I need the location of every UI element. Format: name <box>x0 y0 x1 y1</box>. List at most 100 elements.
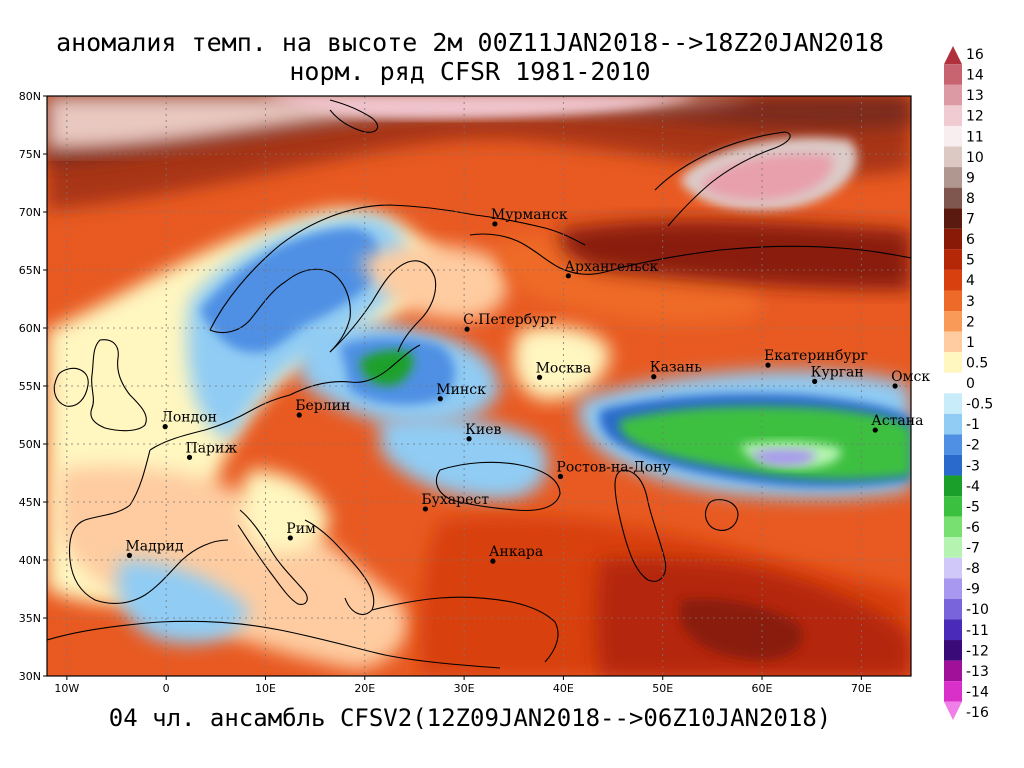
lat-label: 35N <box>19 612 41 625</box>
colorbar-label: -9 <box>966 582 980 598</box>
colorbar-label: 5 <box>966 253 975 269</box>
city-label: Ростов-на-Дону <box>556 459 671 475</box>
city-dot <box>296 412 302 418</box>
colorbar-label: 12 <box>966 109 984 125</box>
city-dot <box>126 552 133 558</box>
city-dot <box>422 506 428 512</box>
city-label: Омск <box>891 369 930 385</box>
colorbar-cell <box>944 125 962 147</box>
map-title: аномалия темп. на высоте 2м 00Z11JAN2018… <box>56 28 884 57</box>
city-dot <box>651 374 657 380</box>
colorbar-label: 2 <box>966 314 975 330</box>
lon-label: 40E <box>553 682 574 695</box>
lon-label: 10W <box>54 682 79 695</box>
colorbar-label: -11 <box>966 623 989 639</box>
lon-label: 70E <box>851 682 872 695</box>
colorbar-label: -7 <box>966 541 980 557</box>
colorbar-cell <box>944 208 962 229</box>
colorbar-label: -6 <box>966 520 980 536</box>
colorbar-label: 14 <box>966 68 984 84</box>
city-dot <box>287 535 293 541</box>
city-dot <box>437 396 443 402</box>
colorbar-label: 13 <box>966 88 984 104</box>
city-label: Бухарест <box>421 492 489 508</box>
colorbar-label: -4 <box>966 479 980 495</box>
colorbar-cell <box>944 167 962 188</box>
city-label: Анкара <box>489 544 543 560</box>
coastlines <box>47 99 911 669</box>
colorbar-label: 4 <box>966 273 975 289</box>
city-dot <box>186 454 193 460</box>
colorbar-label: 7 <box>966 212 975 228</box>
city-label: Лондон <box>161 410 217 426</box>
city-dot <box>892 383 898 389</box>
colorbar-cell <box>944 578 962 599</box>
lon-label: 30E <box>454 682 475 695</box>
colorbar-label: 0 <box>966 376 975 392</box>
city-label: Рим <box>286 521 316 537</box>
colorbar-label: 0.5 <box>966 355 988 371</box>
lat-label: 70N <box>19 206 41 219</box>
colorbar-label: -1 <box>966 417 980 433</box>
colorbar-label: -16 <box>966 705 989 721</box>
lon-label: 50E <box>652 682 673 695</box>
colorbar-label: -13 <box>966 664 989 680</box>
city-label: Курган <box>811 364 864 380</box>
city-dot <box>162 424 168 430</box>
city-dot <box>492 221 498 227</box>
ensemble-footer: 04 чл. ансамбль CFSV2(12Z09JAN2018-->06Z… <box>108 704 832 732</box>
lat-label: 50N <box>19 438 41 451</box>
colorbar-cell <box>944 352 962 373</box>
city-dot <box>557 473 564 480</box>
city-label: Киев <box>465 422 501 438</box>
map-subtitle: норм. ряд CFSR 1981-2010 <box>289 57 651 86</box>
colorbar-label: -3 <box>966 458 980 474</box>
colorbar-cell <box>944 475 962 497</box>
lat-label: 40N <box>19 554 41 567</box>
colorbar-legend: 16 14 13 12 11 10 9 8 7 6 5 4 3 2 1 0.5 0 -0.5 -1 -2 -3 -4 -5 -… <box>944 46 993 721</box>
colorbar-label: -10 <box>966 602 989 618</box>
city-label: Мурманск <box>491 207 568 223</box>
colorbar-cell <box>944 290 962 312</box>
colorbar-cell <box>944 454 962 476</box>
lon-label: 60E <box>752 682 773 695</box>
city-label: Минск <box>436 382 486 398</box>
colorbar-label: -8 <box>966 561 980 577</box>
colorbar-cell <box>944 393 962 414</box>
colorbar-label: 1 <box>966 335 975 351</box>
city-dot <box>536 374 543 380</box>
city-label: Екатеринбург <box>764 348 868 364</box>
lat-label: 75N <box>19 148 41 161</box>
city-markers: Мурманск Архангельск С.Петербург Москва Каза… <box>125 207 930 564</box>
colorbar-label: -2 <box>966 438 980 454</box>
axis-ticks <box>43 95 862 680</box>
city-dot <box>466 436 472 442</box>
lat-label: 65N <box>19 264 41 277</box>
colorbar-cell <box>944 187 962 209</box>
colorbar-cell <box>944 516 962 538</box>
colorbar-cell <box>944 496 962 517</box>
colorbar-cell <box>944 681 962 702</box>
colorbar-label: 9 <box>966 170 975 186</box>
colorbar-cell <box>944 146 962 168</box>
colorbar-label: 10 <box>966 150 984 166</box>
city-label: Мадрид <box>125 538 184 554</box>
colorbar-label: 6 <box>966 232 975 248</box>
colorbar-label: -12 <box>966 643 989 659</box>
lon-label: 20E <box>354 682 375 695</box>
colorbar-label: -0.5 <box>966 397 993 413</box>
colorbar-cell <box>944 598 962 620</box>
colorbar-cell <box>944 537 962 558</box>
lat-label: 60N <box>19 322 41 335</box>
colorbar-cell <box>944 269 962 291</box>
city-label: Астана <box>871 413 923 429</box>
lat-label: 45N <box>19 496 41 509</box>
city-label: Берлин <box>295 398 350 414</box>
colorbar-cell <box>944 660 962 682</box>
colorbar-cell <box>944 701 962 720</box>
city-dot <box>765 362 771 368</box>
lat-label: 80N <box>19 90 41 103</box>
colorbar-label: -5 <box>966 499 980 515</box>
colorbar-cell <box>944 640 962 661</box>
